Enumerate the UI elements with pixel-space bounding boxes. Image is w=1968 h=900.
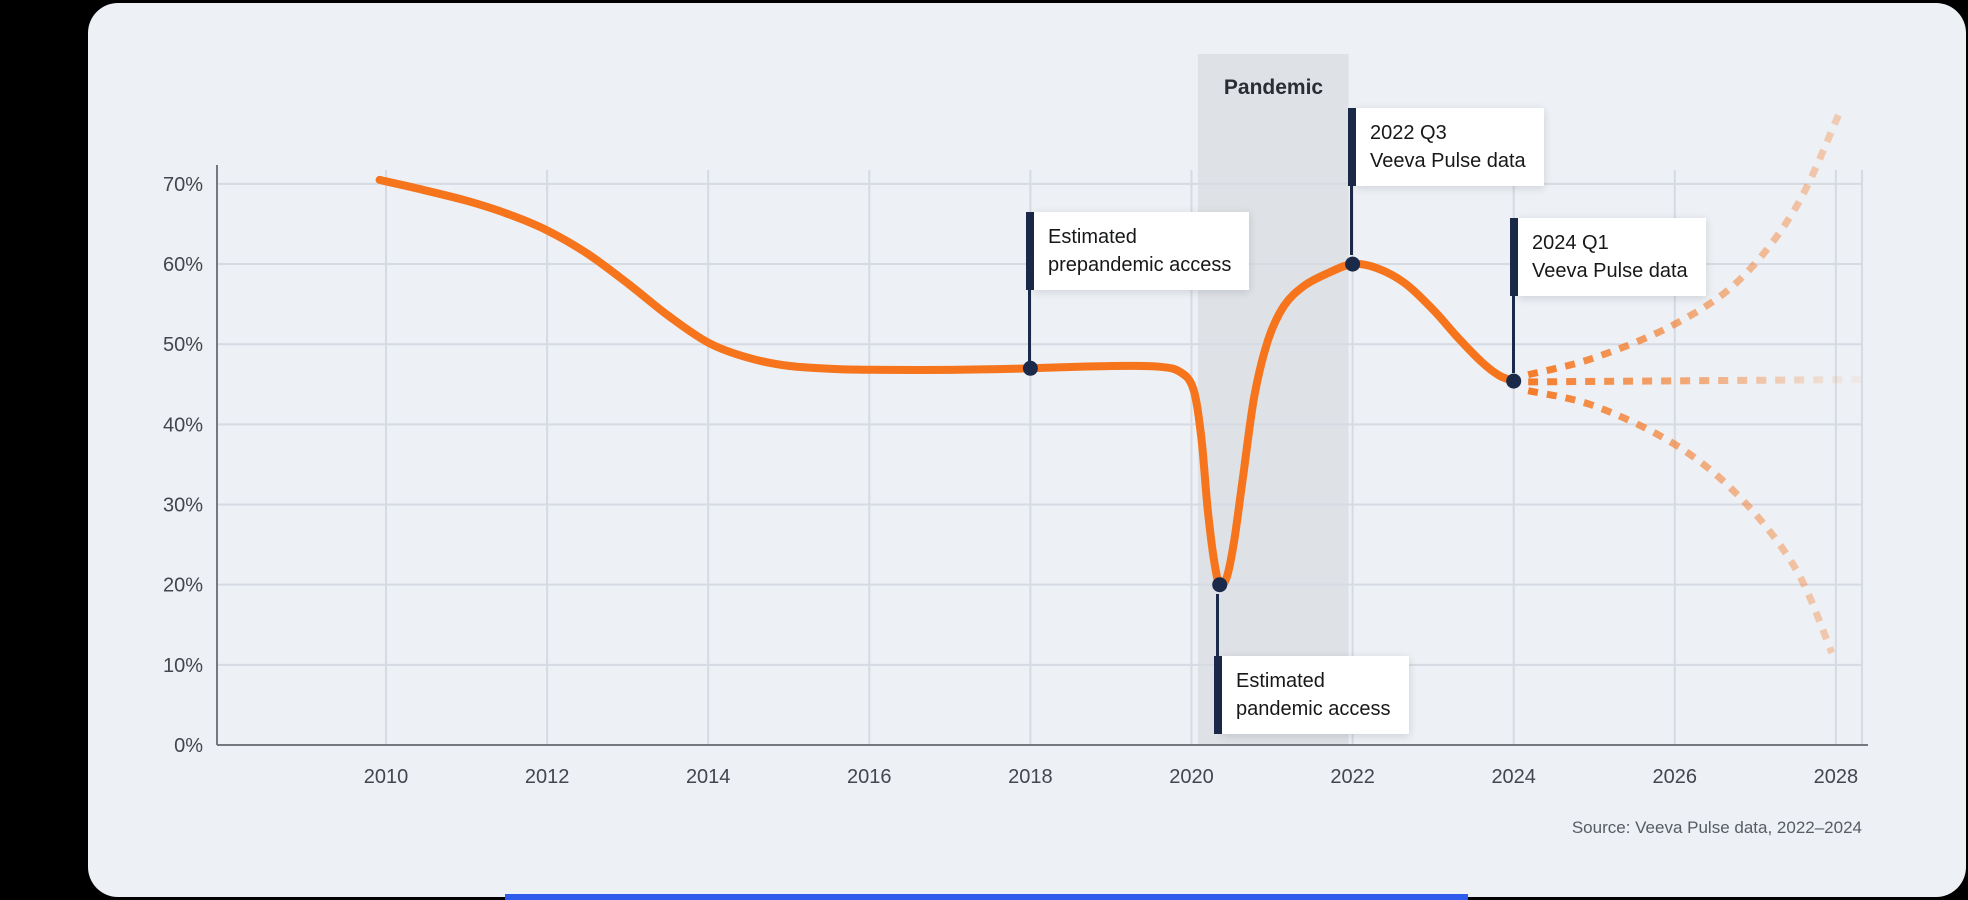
callout-prepandemic-access: Estimated prepandemic access [1034, 212, 1250, 290]
x-tick-label: 2020 [1169, 766, 1214, 788]
pandemic-band-label: Pandemic [1223, 76, 1324, 99]
x-tick-label: 2022 [1330, 766, 1375, 788]
x-tick-label: 2028 [1814, 766, 1859, 788]
x-tick-label: 2014 [686, 766, 731, 788]
pandemic-band [1197, 54, 1349, 745]
x-tick-label: 2016 [847, 766, 892, 788]
projection-line [1528, 376, 1865, 386]
data-point-marker [1345, 256, 1361, 272]
x-tick-label: 2012 [525, 766, 570, 788]
callout-line: Veeva Pulse data [1532, 260, 1688, 282]
y-tick-label: 10% [163, 655, 203, 677]
callout-pandemic-access: Estimated pandemic access [1222, 656, 1409, 734]
projection-line [1527, 110, 1844, 379]
callout-flag-bar [1348, 108, 1356, 186]
x-tick-label: 2024 [1491, 766, 1536, 788]
data-point-marker [1506, 373, 1522, 389]
callout-flag-bar [1510, 218, 1518, 296]
y-tick-label: 20% [163, 575, 203, 597]
source-note: Source: Veeva Pulse data, 2022–2024 [1571, 818, 1862, 837]
callout-line: 2024 Q1 [1532, 232, 1609, 254]
callout-2022-q3: 2022 Q3 Veeva Pulse data [1356, 108, 1544, 186]
data-point-marker [1022, 360, 1038, 376]
callout-line: Estimated [1236, 670, 1325, 692]
data-point-marker [1212, 577, 1228, 593]
callout-flag-bar [1026, 212, 1034, 290]
callout-line: prepandemic access [1048, 254, 1232, 276]
x-tick-label: 2026 [1653, 766, 1698, 788]
chart-card [88, 3, 1966, 897]
callout-line: Veeva Pulse data [1370, 150, 1526, 172]
projection-line [1527, 387, 1836, 655]
y-tick-label: 30% [163, 495, 203, 517]
y-tick-label: 60% [163, 254, 203, 276]
callout-line: Estimated [1048, 226, 1137, 248]
callout-2024-q1: 2024 Q1 Veeva Pulse data [1518, 218, 1706, 296]
y-tick-label: 50% [163, 334, 203, 356]
x-tick-label: 2018 [1008, 766, 1053, 788]
callout-flag-bar [1214, 656, 1222, 734]
y-tick-label: 0% [174, 735, 203, 757]
callout-line: pandemic access [1236, 698, 1391, 720]
callout-line: 2022 Q3 [1370, 122, 1447, 144]
bottom-page-accent-bar [505, 894, 1468, 900]
y-tick-label: 70% [163, 174, 203, 196]
y-tick-label: 40% [163, 414, 203, 436]
x-tick-label: 2010 [364, 766, 409, 788]
